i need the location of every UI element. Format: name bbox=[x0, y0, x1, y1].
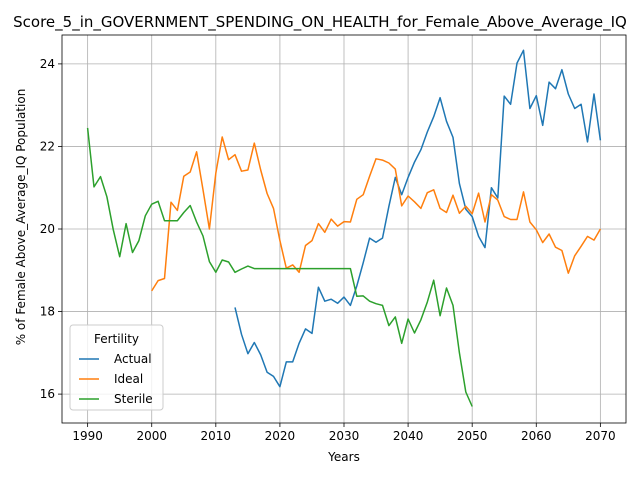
axis-ticks: 1990 2000 2010 2020 2030 2040 2050 2060 2070 16 18… bbox=[40, 57, 616, 443]
y-axis-label: % of Female Above_Average_IQ Population bbox=[14, 89, 28, 346]
legend-label-actual: Actual bbox=[114, 352, 152, 366]
series-line-actual bbox=[234, 49, 602, 388]
x-tick-label: 2040 bbox=[393, 429, 424, 443]
x-axis-label: Years bbox=[327, 450, 360, 464]
x-tick-label: 1990 bbox=[72, 429, 103, 443]
y-tick-label: 18 bbox=[40, 305, 55, 319]
legend: Fertility Actual Ideal Sterile bbox=[69, 324, 164, 411]
x-tick-label: 2010 bbox=[201, 429, 232, 443]
legend-box bbox=[69, 324, 164, 411]
x-tick-label: 2020 bbox=[265, 429, 296, 443]
y-tick-label: 22 bbox=[40, 139, 55, 153]
x-tick-label: 2030 bbox=[329, 429, 360, 443]
grid bbox=[62, 35, 626, 423]
y-tick-label: 16 bbox=[40, 387, 55, 401]
chart-title: Score_5_in_GOVERNMENT_SPENDING_ON_HEALTH… bbox=[13, 13, 627, 32]
x-tick-label: 2050 bbox=[457, 429, 488, 443]
series-line-ideal bbox=[151, 136, 602, 292]
y-tick-label: 24 bbox=[40, 57, 55, 71]
series-line-sterile bbox=[86, 127, 473, 407]
x-tick-label: 2070 bbox=[585, 429, 616, 443]
series-lines bbox=[86, 49, 602, 407]
x-tick-label: 2000 bbox=[136, 429, 167, 443]
legend-label-ideal: Ideal bbox=[114, 372, 143, 386]
legend-title: Fertility bbox=[94, 332, 139, 346]
x-tick-label: 2060 bbox=[521, 429, 552, 443]
y-tick-label: 20 bbox=[40, 222, 55, 236]
legend-label-sterile: Sterile bbox=[114, 392, 153, 406]
